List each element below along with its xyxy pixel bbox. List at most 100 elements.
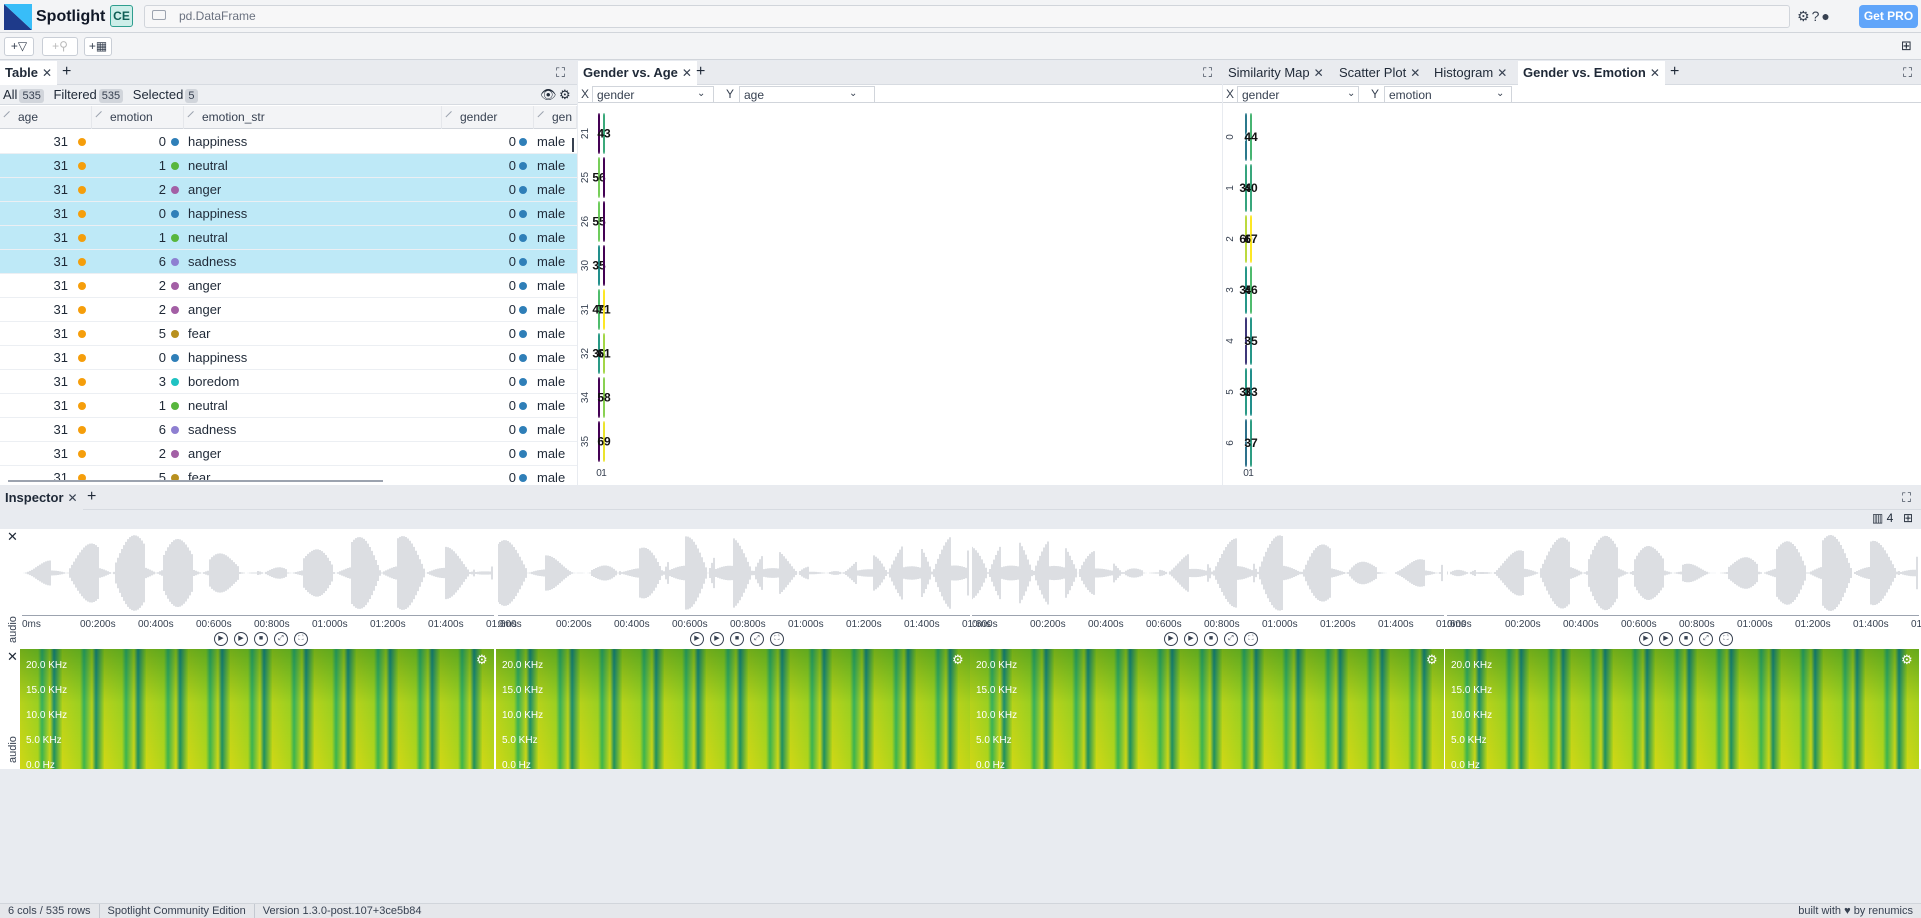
fit-icon[interactable]: ⤢ xyxy=(750,632,764,646)
loop-icon[interactable]: ▶ xyxy=(690,632,704,646)
selected-tab[interactable]: Selected 5 xyxy=(133,87,198,103)
audio-spectrogram[interactable] xyxy=(20,649,494,769)
fit-icon[interactable]: ⤢ xyxy=(274,632,288,646)
fullscreen-icon[interactable]: ⛶ xyxy=(294,632,308,646)
stop-icon[interactable]: ■ xyxy=(730,632,744,646)
add-tab-icon[interactable]: + xyxy=(1670,63,1680,80)
add-similarity-filter-button[interactable]: +⚲ xyxy=(42,37,78,56)
column-header-gender[interactable]: gender xyxy=(442,106,534,129)
close-icon[interactable]: ✕ xyxy=(1313,66,1324,80)
column-header-age[interactable]: age xyxy=(0,106,92,129)
github-icon[interactable]: ● xyxy=(1821,8,1832,24)
visibility-icon[interactable]: 👁 xyxy=(540,87,557,102)
table-row[interactable]: 31 2 anger 0 male xyxy=(0,274,577,298)
settings-icon[interactable]: ⚙ xyxy=(559,87,571,102)
y-axis-select[interactable]: age xyxy=(739,86,875,103)
column-header-gender-str[interactable]: gen xyxy=(534,106,577,129)
close-view-icon[interactable]: ✕ xyxy=(7,529,18,544)
all-tab[interactable]: All 535 xyxy=(3,87,44,103)
x-axis-select[interactable]: gender xyxy=(1237,86,1359,103)
play-icon[interactable]: ▶ xyxy=(710,632,724,646)
add-tagged-filter-button[interactable]: +▦ xyxy=(84,37,112,56)
close-view-icon[interactable]: ✕ xyxy=(7,649,18,664)
get-pro-button[interactable]: Get PRO xyxy=(1859,5,1918,28)
column-header-emotion-str[interactable]: emotion_str xyxy=(184,106,442,129)
tab-gender-vs-emotion[interactable]: Gender vs. Emotion ✕ xyxy=(1518,61,1665,85)
add-tab-icon[interactable]: + xyxy=(62,63,72,80)
close-icon[interactable]: ✕ xyxy=(1497,66,1508,80)
x-axis-select[interactable]: gender xyxy=(592,86,714,103)
maximize-icon[interactable]: ⛶ xyxy=(1902,490,1912,505)
maximize-icon[interactable]: ⛶ xyxy=(1903,65,1913,80)
table-row[interactable]: 31 0 happiness 0 male xyxy=(0,130,577,154)
layout-icon[interactable]: ⊞ xyxy=(1901,38,1912,53)
close-icon[interactable]: ✕ xyxy=(42,66,53,80)
loop-icon[interactable]: ▶ xyxy=(1164,632,1178,646)
audio-spectrogram[interactable] xyxy=(496,649,970,769)
maximize-icon[interactable]: ⛶ xyxy=(556,65,566,80)
spectrogram-settings-icon[interactable]: ⚙ xyxy=(476,652,488,667)
audio-waveform[interactable] xyxy=(498,531,970,615)
loop-icon[interactable]: ▶ xyxy=(1639,632,1653,646)
fullscreen-icon[interactable]: ⛶ xyxy=(1244,632,1258,646)
close-icon[interactable]: ✕ xyxy=(1410,66,1421,80)
filtered-tab[interactable]: Filtered 535 xyxy=(53,87,124,103)
chevron-down-icon[interactable]: ⌄ xyxy=(849,88,858,99)
stop-icon[interactable]: ■ xyxy=(254,632,268,646)
chevron-down-icon[interactable]: ⌄ xyxy=(697,88,706,99)
add-tab-icon[interactable]: + xyxy=(87,488,97,505)
audio-waveform[interactable] xyxy=(972,531,1444,615)
tab-table[interactable]: Table ✕ xyxy=(0,61,58,85)
help-icon[interactable]: ? xyxy=(1811,8,1822,24)
column-header-emotion[interactable]: emotion xyxy=(92,106,184,129)
table-row[interactable]: 31 2 anger 0 male xyxy=(0,178,577,202)
table-row[interactable]: 31 0 happiness 0 male xyxy=(0,202,577,226)
table-row[interactable]: 31 6 sadness 0 male xyxy=(0,418,577,442)
spectrogram-settings-icon[interactable]: ⚙ xyxy=(1901,652,1913,667)
table-row[interactable]: 31 2 anger 0 male xyxy=(0,442,577,466)
close-icon[interactable]: ✕ xyxy=(1649,66,1660,80)
dataset-path[interactable]: pd.DataFrame xyxy=(144,5,1790,28)
audio-spectrogram[interactable] xyxy=(1445,649,1919,769)
spectrogram-settings-icon[interactable]: ⚙ xyxy=(952,652,964,667)
brain-icon[interactable]: ⚙ xyxy=(1797,8,1812,24)
grid-settings-icon[interactable]: ⊞ xyxy=(1903,511,1914,525)
table-row[interactable]: 31 1 neutral 0 male xyxy=(0,226,577,250)
add-tab-icon[interactable]: + xyxy=(696,63,706,80)
stop-icon[interactable]: ■ xyxy=(1679,632,1693,646)
tab-inspector[interactable]: Inspector ✕ xyxy=(0,486,83,510)
play-icon[interactable]: ▶ xyxy=(234,632,248,646)
loop-icon[interactable]: ▶ xyxy=(214,632,228,646)
table-row[interactable]: 31 5 fear 0 male xyxy=(0,322,577,346)
grid-count[interactable]: ▥ 4 xyxy=(1872,511,1894,525)
fullscreen-icon[interactable]: ⛶ xyxy=(770,632,784,646)
tab-gender-vs-age[interactable]: Gender vs. Age ✕ xyxy=(578,61,697,85)
audio-waveform[interactable] xyxy=(1447,531,1919,615)
audio-waveform[interactable] xyxy=(22,531,494,615)
tab-histogram[interactable]: Histogram ✕ xyxy=(1434,65,1508,80)
vertical-scrollbar[interactable] xyxy=(572,138,574,152)
close-icon[interactable]: ✕ xyxy=(67,491,78,505)
close-icon[interactable]: ✕ xyxy=(681,66,692,80)
fit-icon[interactable]: ⤢ xyxy=(1699,632,1713,646)
fit-icon[interactable]: ⤢ xyxy=(1224,632,1238,646)
play-icon[interactable]: ▶ xyxy=(1184,632,1198,646)
chevron-down-icon[interactable]: ⌄ xyxy=(1496,88,1505,99)
fullscreen-icon[interactable]: ⛶ xyxy=(1719,632,1733,646)
table-row[interactable]: 31 1 neutral 0 male xyxy=(0,394,577,418)
audio-spectrogram[interactable] xyxy=(970,649,1444,769)
maximize-icon[interactable]: ⛶ xyxy=(1203,65,1213,80)
tab-similarity-map[interactable]: Similarity Map ✕ xyxy=(1228,65,1324,80)
table-row[interactable]: 31 3 boredom 0 male xyxy=(0,370,577,394)
y-axis-select[interactable]: emotion xyxy=(1384,86,1512,103)
table-row[interactable]: 31 6 sadness 0 male xyxy=(0,250,577,274)
stop-icon[interactable]: ■ xyxy=(1204,632,1218,646)
table-row[interactable]: 31 2 anger 0 male xyxy=(0,298,577,322)
add-filter-button[interactable]: +▽ xyxy=(4,37,34,56)
table-row[interactable]: 31 1 neutral 0 male xyxy=(0,154,577,178)
tab-scatter-plot[interactable]: Scatter Plot ✕ xyxy=(1339,65,1421,80)
play-icon[interactable]: ▶ xyxy=(1659,632,1673,646)
table-row[interactable]: 31 0 happiness 0 male xyxy=(0,346,577,370)
